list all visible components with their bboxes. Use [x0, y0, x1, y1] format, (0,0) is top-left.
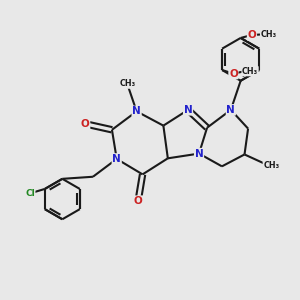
Text: CH₃: CH₃ — [120, 79, 136, 88]
Text: N: N — [184, 105, 192, 115]
Text: N: N — [226, 105, 235, 115]
Text: O: O — [248, 30, 256, 40]
Text: CH₃: CH₃ — [260, 30, 277, 39]
Text: O: O — [81, 119, 90, 129]
Text: CH₃: CH₃ — [242, 67, 258, 76]
Text: N: N — [132, 106, 141, 116]
Text: N: N — [112, 154, 121, 164]
Text: Cl: Cl — [25, 189, 35, 198]
Text: O: O — [229, 69, 238, 79]
Text: CH₃: CH₃ — [263, 161, 279, 170]
Text: N: N — [195, 148, 203, 159]
Text: O: O — [134, 196, 142, 206]
